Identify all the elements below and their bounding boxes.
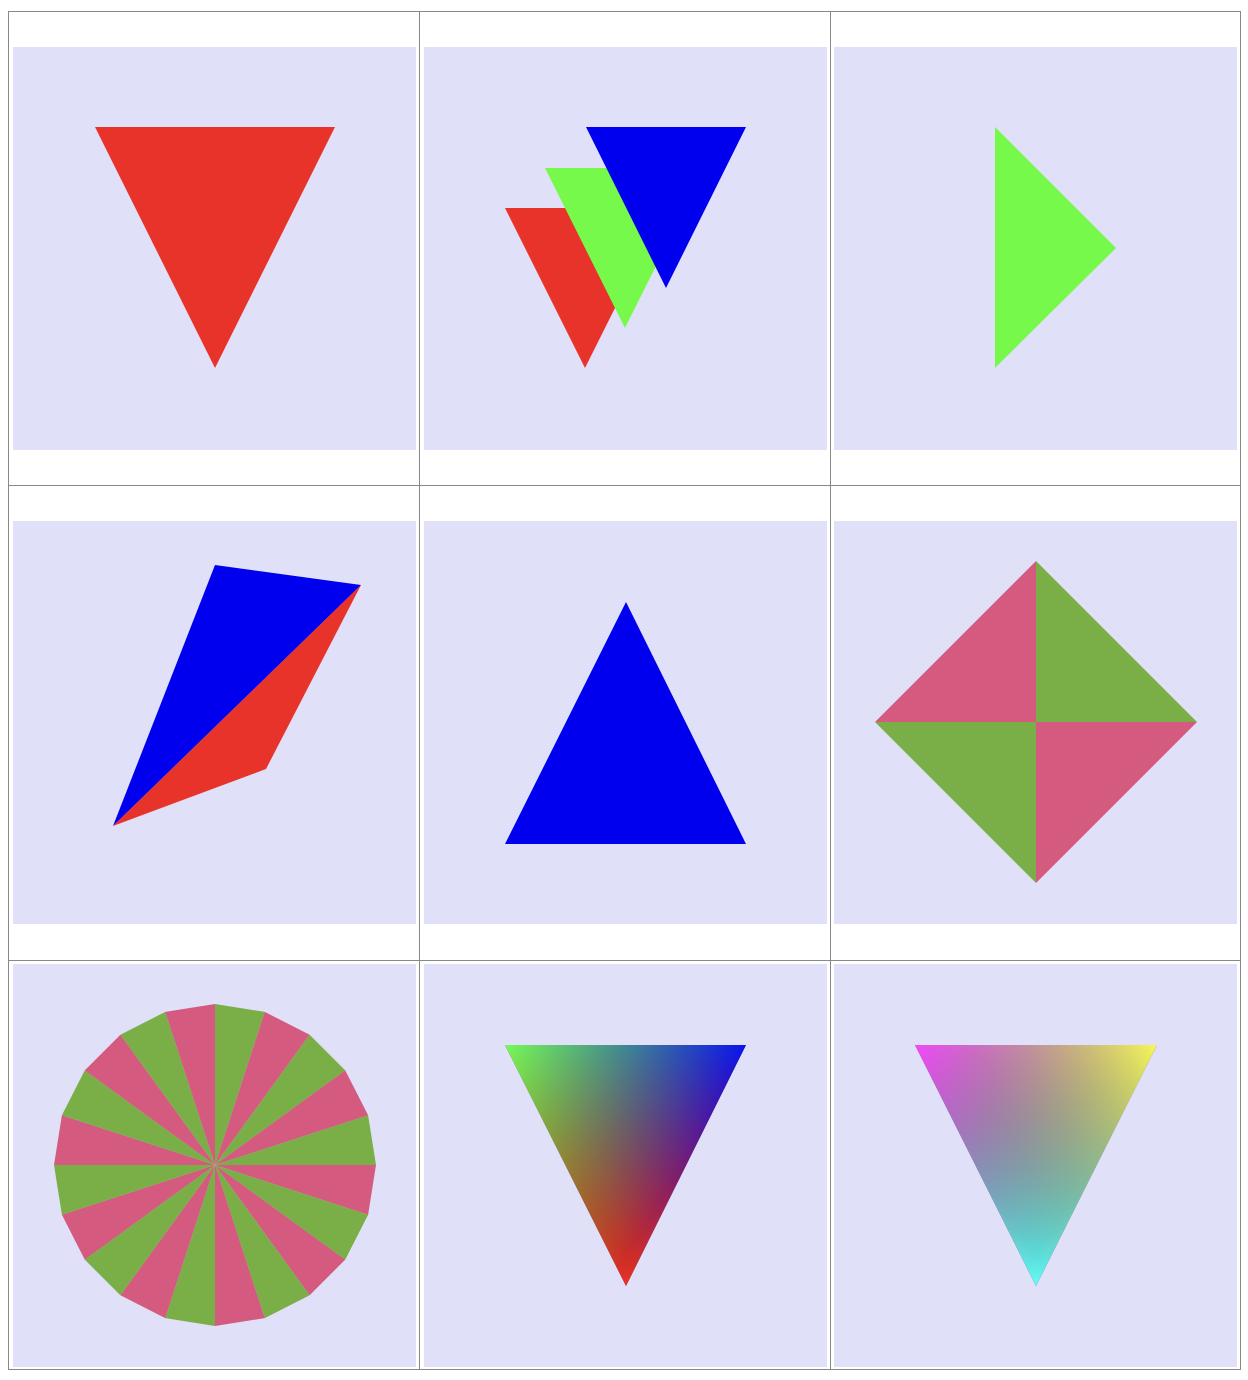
shape (1036, 722, 1197, 883)
shape (61, 1165, 216, 1260)
shape (215, 1165, 369, 1260)
shape (505, 1045, 746, 1286)
shape (165, 1165, 215, 1326)
shape (215, 1165, 265, 1326)
shape (586, 127, 746, 288)
shape (875, 722, 1036, 883)
shape (215, 1011, 310, 1165)
shape (875, 561, 1036, 722)
shape (215, 1165, 346, 1296)
shape (84, 1165, 215, 1296)
shape (915, 1045, 1157, 1286)
shapes (54, 127, 1197, 1326)
shape (84, 1034, 215, 1165)
shape (165, 1004, 215, 1165)
shape (113, 585, 361, 826)
shape (113, 565, 361, 826)
shape (61, 1070, 216, 1165)
shape (215, 1034, 346, 1165)
shape (215, 1070, 369, 1165)
gradient-triangle (915, 1045, 1157, 1286)
shape (120, 1011, 215, 1165)
shape (54, 1165, 215, 1215)
shape (54, 1115, 215, 1165)
gradient-triangle (505, 1045, 746, 1286)
shape (95, 127, 335, 368)
shape (1036, 561, 1197, 722)
shape (995, 127, 1116, 368)
shape (215, 1004, 265, 1165)
shape (120, 1165, 215, 1319)
shape (215, 1115, 376, 1165)
shape (215, 1165, 310, 1319)
shape (505, 602, 746, 844)
shape (215, 1165, 376, 1215)
